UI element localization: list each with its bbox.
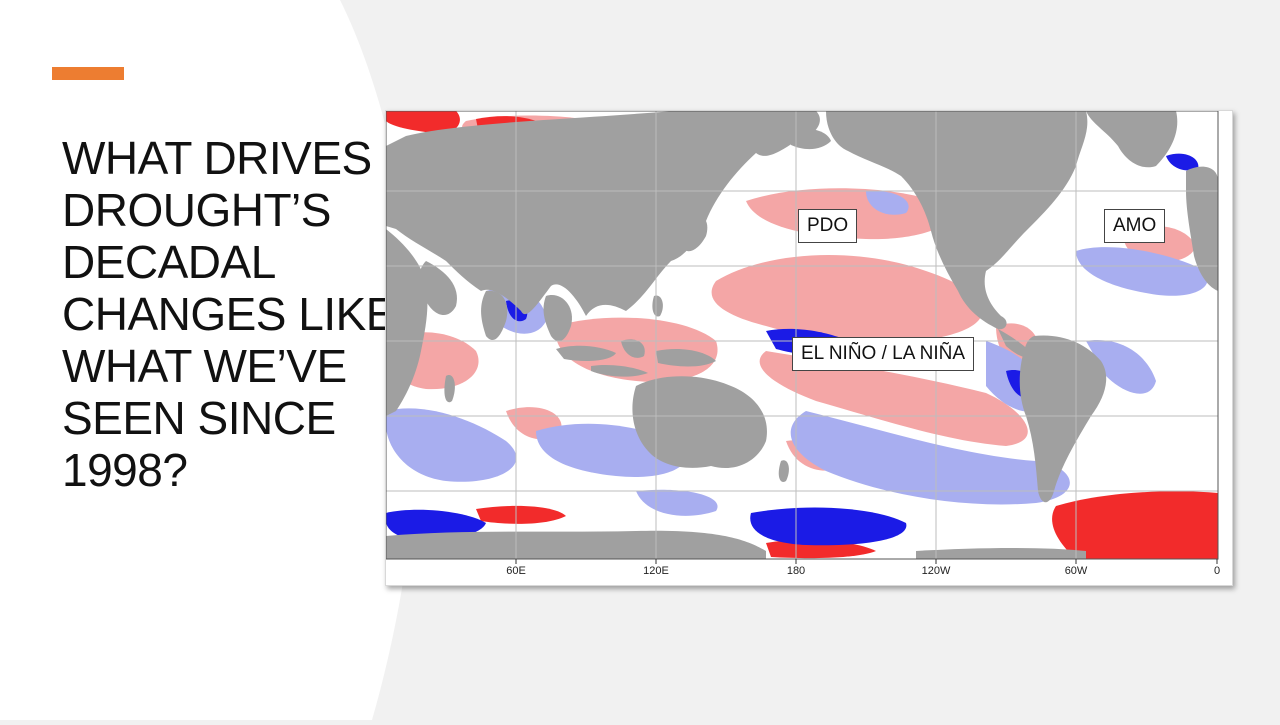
amo-label: AMO	[1104, 209, 1166, 243]
longitude-tick-label: 120W	[921, 565, 951, 577]
axis-ticks	[515, 559, 1218, 564]
pdo-label: PDO	[798, 209, 858, 243]
slide-title: WHAT DRIVES DROUGHT’S DECADAL CHANGES LI…	[62, 132, 397, 496]
land-masses	[386, 111, 1218, 559]
sst-anomaly-map: 60E 120E 180 120W 60W 0 PDO AMO EL NIÑO …	[385, 110, 1233, 586]
map-drawing	[386, 111, 1219, 564]
longitude-tick-label: 0	[1213, 565, 1221, 577]
plot-border	[386, 111, 1219, 560]
longitude-tick-label: 60E	[506, 565, 526, 577]
accent-bar	[52, 67, 124, 80]
longitude-tick-label: 180	[786, 565, 806, 577]
longitude-tick-label: 120E	[643, 565, 669, 577]
longitude-tick-label: 60W	[1064, 565, 1088, 577]
cool-light-anomalies	[386, 190, 1208, 516]
enso-label: EL NIÑO / LA NIÑA	[792, 337, 975, 371]
